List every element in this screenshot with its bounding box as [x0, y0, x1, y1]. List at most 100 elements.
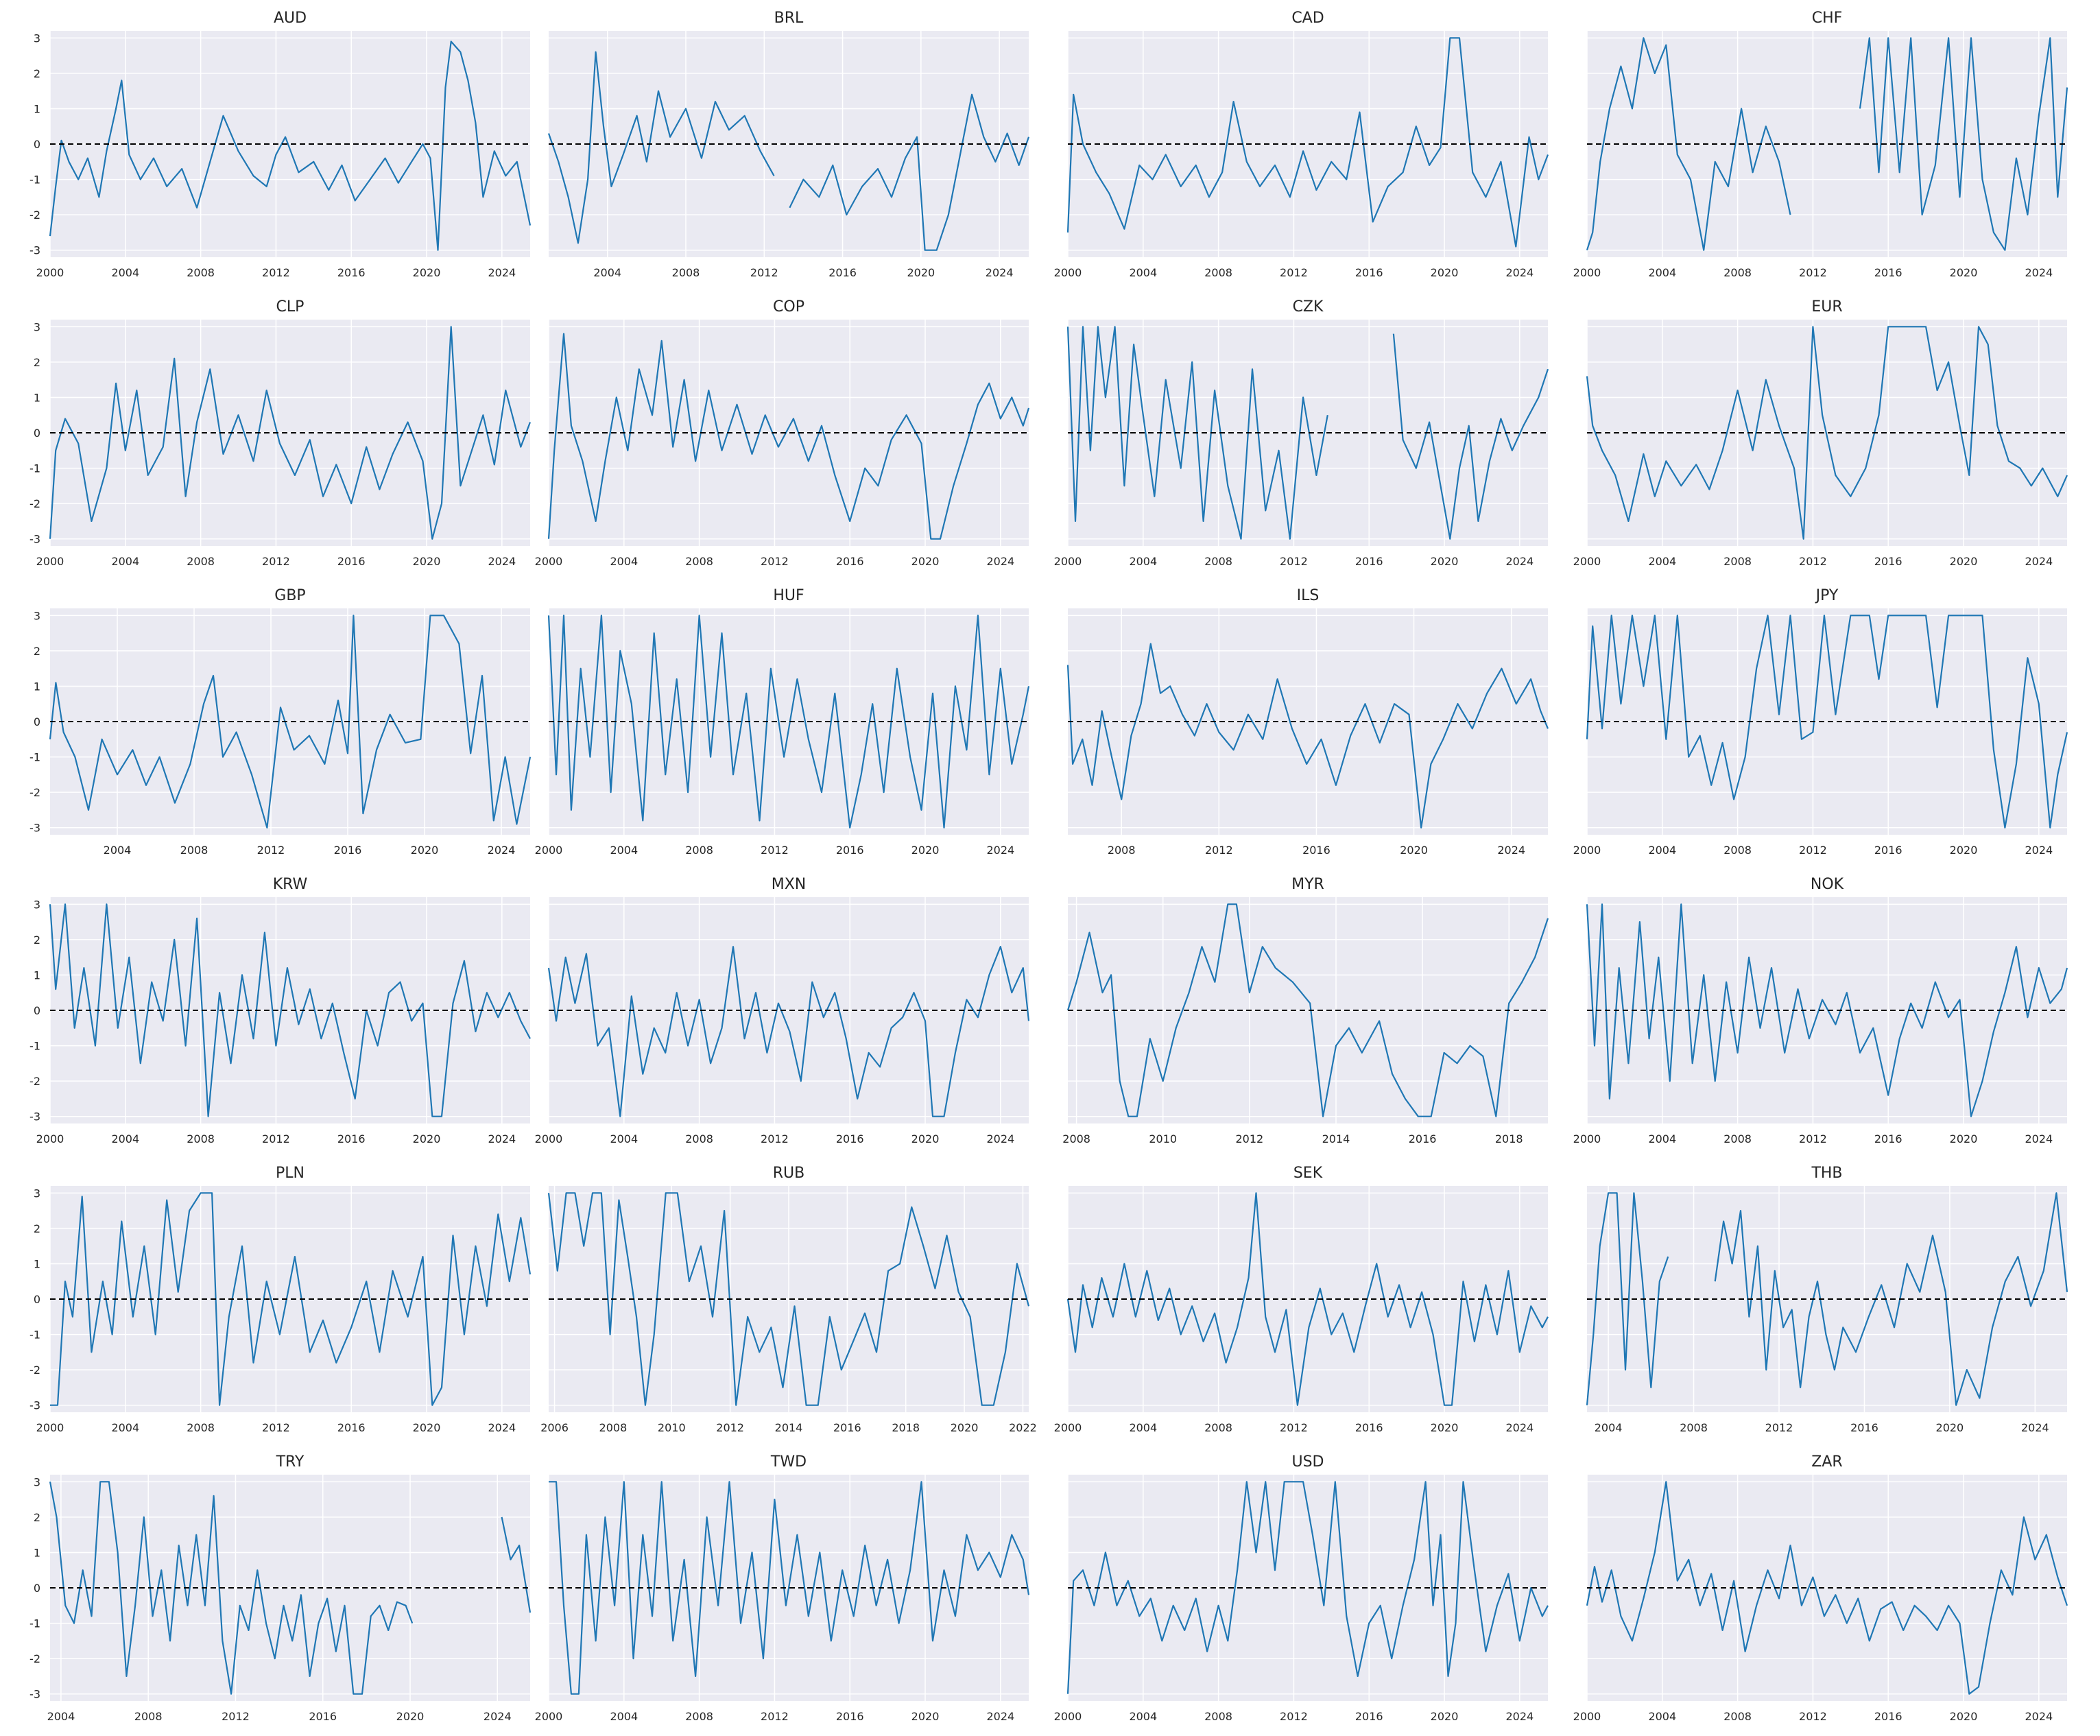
y-tick-label: -3 — [29, 1399, 40, 1412]
x-tick-label: 2004 — [111, 555, 139, 568]
y-tick-label: 0 — [34, 1582, 40, 1595]
subplot-svg: PLN -3 -2 -1 0 1 2 3 2000 2004 2008 2012 2016 2020 202… — [29, 1165, 532, 1434]
x-tick-label: 2020 — [1400, 844, 1428, 857]
subplot-svg: TRY -3 -2 -1 0 1 2 3 2004 2008 2012 2016 2020 2024 — [29, 1453, 532, 1723]
subplot-title: ILS — [1297, 587, 1320, 604]
x-tick-label: 2020 — [1431, 266, 1459, 279]
subplot-title: USD — [1291, 1453, 1324, 1471]
x-tick-label: 2012 — [761, 555, 789, 568]
x-tick-label: 2020 — [411, 844, 439, 857]
x-tick-label: 2000 — [535, 1132, 563, 1145]
x-tick-label: 2000 — [1573, 1132, 1601, 1145]
x-tick-label: 2020 — [1950, 1132, 1978, 1145]
subplot-svg: JPY 2000 2004 2008 2012 2016 2020 2024 — [1573, 587, 2068, 857]
x-tick-label: 2020 — [1431, 1710, 1459, 1723]
x-tick-label: 2024 — [488, 1421, 516, 1434]
subplot-title: JPY — [1815, 587, 1839, 604]
subplot-title: CHF — [1812, 10, 1843, 27]
x-tick-label: 2016 — [836, 1710, 864, 1723]
x-tick-label: 2008 — [685, 1132, 713, 1145]
x-tick-label: 2024 — [1505, 555, 1534, 568]
y-tick-label: 3 — [34, 898, 40, 911]
series-line — [547, 51, 775, 244]
subplot-try: TRY -3 -2 -1 0 1 2 3 2004 2008 2012 2016 2020 2024 — [9, 1447, 537, 1735]
x-tick-label: 2024 — [488, 844, 516, 857]
x-tick-label: 2004 — [1648, 1132, 1676, 1145]
subplot-title: MXN — [772, 876, 807, 893]
x-tick-label: 2008 — [1204, 266, 1232, 279]
x-tick-label: 2016 — [1850, 1421, 1878, 1434]
x-tick-label: 2020 — [1936, 1421, 1964, 1434]
x-tick-label: 2008 — [672, 266, 700, 279]
x-tick-label: 2016 — [1355, 555, 1383, 568]
series-line — [1066, 37, 1549, 248]
subplot-title: SEK — [1293, 1165, 1323, 1182]
x-tick-label: 2020 — [911, 844, 940, 857]
subplot-svg: MYR 2008 2010 2012 2014 2016 2018 — [1062, 876, 1549, 1145]
subplot-title: EUR — [1811, 298, 1842, 316]
x-tick-label: 2024 — [986, 555, 1014, 568]
x-tick-label: 2016 — [334, 844, 362, 857]
x-tick-label: 2024 — [1505, 1710, 1534, 1723]
y-tick-label: 3 — [34, 320, 40, 333]
series-line — [49, 40, 532, 251]
x-tick-label: 2012 — [1799, 1132, 1827, 1145]
x-tick-label: 2008 — [1723, 1132, 1752, 1145]
x-tick-label: 2024 — [1497, 844, 1525, 857]
subplot-zar: ZAR 2000 2004 2008 2012 2016 2020 2024 — [1546, 1447, 2074, 1735]
x-tick-label: 2016 — [833, 1421, 861, 1434]
subplot-svg: EUR 2000 2004 2008 2012 2016 2020 2024 — [1573, 298, 2068, 568]
x-tick-label: 2016 — [337, 555, 366, 568]
subplot-eur: EUR 2000 2004 2008 2012 2016 2020 2024 — [1546, 292, 2074, 580]
x-tick-label: 2004 — [1595, 1421, 1623, 1434]
subplot-ils: ILS 2008 2012 2016 2020 2024 — [1027, 581, 1555, 869]
y-tick-label: 1 — [34, 102, 40, 115]
series-line — [1066, 903, 1549, 1117]
subplot-title: THB — [1811, 1165, 1842, 1182]
y-tick-label: -3 — [29, 533, 40, 546]
y-tick-label: -2 — [29, 786, 40, 799]
series-line — [1066, 1192, 1549, 1406]
x-tick-label: 2012 — [262, 1421, 290, 1434]
y-tick-label: 0 — [34, 715, 40, 728]
x-tick-label: 2012 — [750, 266, 778, 279]
subplot-svg: TWD 2000 2004 2008 2012 2016 2020 2024 — [535, 1453, 1030, 1723]
x-tick-label: 2012 — [1205, 844, 1233, 857]
subplot-nok: NOK 2000 2004 2008 2012 2016 2020 2024 — [1546, 870, 2074, 1158]
series-line — [49, 326, 532, 540]
x-tick-label: 2024 — [2025, 266, 2053, 279]
x-tick-label: 2024 — [1505, 266, 1534, 279]
x-tick-label: 2008 — [1062, 1132, 1090, 1145]
x-tick-label: 2004 — [47, 1710, 75, 1723]
x-tick-label: 2012 — [262, 1132, 290, 1145]
x-tick-label: 2000 — [1573, 1710, 1601, 1723]
subplot-mxn: MXN 2000 2004 2008 2012 2016 2020 2024 — [508, 870, 1036, 1158]
x-tick-label: 2016 — [836, 844, 864, 857]
series-line — [1066, 326, 1328, 540]
y-tick-label: -1 — [29, 174, 40, 187]
subplot-svg: COP 2000 2004 2008 2012 2016 2020 2024 — [535, 298, 1030, 568]
series-line — [547, 946, 1030, 1117]
x-tick-label: 2016 — [337, 1421, 366, 1434]
x-tick-label: 2024 — [2025, 844, 2053, 857]
x-tick-label: 2008 — [1204, 555, 1232, 568]
subplot-title: CAD — [1291, 10, 1324, 27]
x-tick-label: 2020 — [1950, 1710, 1978, 1723]
x-tick-label: 2004 — [111, 1421, 139, 1434]
subplot-title: MYR — [1291, 876, 1324, 893]
subplot-title: HUF — [773, 587, 804, 604]
y-tick-label: 1 — [34, 1257, 40, 1270]
x-tick-label: 2000 — [1573, 844, 1601, 857]
series-line — [1392, 333, 1549, 540]
x-tick-label: 2004 — [1648, 555, 1676, 568]
x-tick-label: 2004 — [1129, 266, 1157, 279]
x-tick-label: 2008 — [1723, 844, 1752, 857]
x-tick-label: 2008 — [1723, 1710, 1752, 1723]
series-line — [1586, 37, 1791, 251]
subplot-title: COP — [773, 298, 804, 316]
x-tick-label: 2014 — [1322, 1132, 1350, 1145]
x-tick-label: 2016 — [1355, 1710, 1383, 1723]
series-line — [1714, 1192, 2068, 1406]
x-tick-label: 2004 — [111, 266, 139, 279]
series-line — [1586, 1192, 1669, 1405]
